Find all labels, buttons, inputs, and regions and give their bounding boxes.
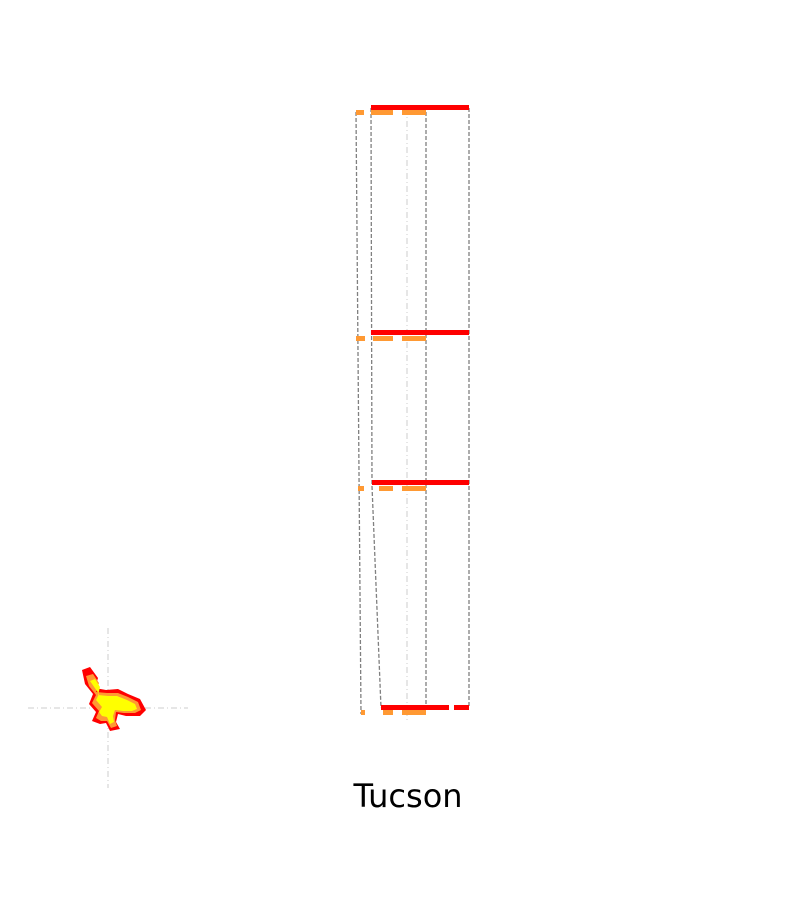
- orange-tick: [402, 336, 426, 341]
- orange-tick: [402, 710, 426, 715]
- guide-line-left-inner-slant: [371, 485, 382, 709]
- guide-line-left-outer: [355, 111, 362, 715]
- orange-tick: [383, 710, 393, 715]
- level-band-3: [358, 480, 469, 491]
- level-band-4: [361, 705, 469, 715]
- orange-tick: [371, 110, 393, 115]
- level-band-2: [356, 330, 469, 341]
- red-band: [454, 705, 469, 710]
- guide-line-left-inner: [370, 107, 373, 487]
- city-label: Tucson: [353, 777, 463, 815]
- orange-tick: [402, 486, 426, 491]
- red-band: [371, 330, 469, 335]
- level-band-1: [356, 105, 469, 115]
- orange-tick: [361, 710, 365, 715]
- red-band: [372, 480, 469, 485]
- aircraft-icon: [82, 667, 146, 731]
- guide-lines: [355, 107, 470, 715]
- aircraft-marker: [28, 628, 188, 788]
- orange-tick: [356, 110, 364, 115]
- orange-tick: [373, 336, 393, 341]
- orange-tick: [358, 486, 364, 491]
- orange-tick: [356, 336, 365, 341]
- red-band: [371, 105, 469, 110]
- orange-tick: [379, 486, 393, 491]
- red-band: [381, 705, 449, 710]
- orange-tick: [402, 110, 426, 115]
